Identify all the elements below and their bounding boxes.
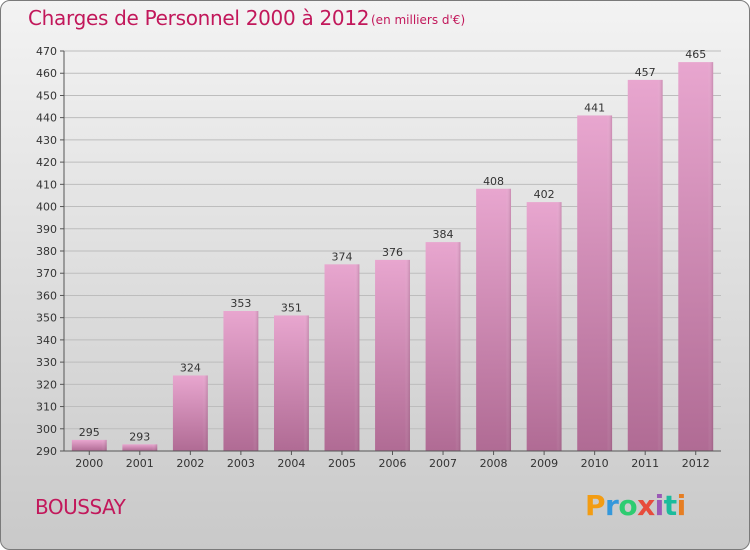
y-tick-label: 450 bbox=[36, 89, 57, 102]
data-label: 374 bbox=[331, 250, 352, 263]
x-tick-label: 2006 bbox=[379, 457, 407, 470]
y-tick-label: 460 bbox=[36, 67, 57, 80]
data-label: 295 bbox=[79, 426, 100, 439]
y-axis: 290 300 310 320 330 340 350 360 370 380 390 400 410 4… bbox=[36, 45, 65, 458]
logo-letter: P bbox=[585, 489, 606, 522]
bar-shading bbox=[172, 375, 208, 451]
y-tick-label: 430 bbox=[36, 134, 57, 147]
x-tick-label: 2003 bbox=[227, 457, 255, 470]
y-tick-label: 400 bbox=[36, 201, 57, 214]
proxiti-logo: Proxiti bbox=[585, 489, 686, 522]
data-label: 408 bbox=[483, 175, 504, 188]
x-tick-label: 2002 bbox=[176, 457, 204, 470]
y-tick-label: 410 bbox=[36, 178, 57, 191]
y-tick-label: 340 bbox=[36, 334, 57, 347]
y-tick-label: 380 bbox=[36, 245, 57, 258]
logo-letter: t bbox=[663, 489, 677, 522]
bar-shading bbox=[223, 311, 259, 451]
bar-shading bbox=[375, 259, 410, 451]
bar-shading bbox=[627, 79, 663, 451]
y-tick-label: 320 bbox=[36, 378, 57, 391]
y-tick-label: 330 bbox=[36, 356, 57, 369]
x-tick-label: 2007 bbox=[429, 457, 457, 470]
logo-letter: i bbox=[676, 489, 687, 522]
y-tick-label: 470 bbox=[36, 45, 57, 58]
y-tick-label: 440 bbox=[36, 112, 57, 125]
y-tick-label: 420 bbox=[36, 156, 57, 169]
logo-letter: o bbox=[618, 489, 638, 522]
x-tick-label: 2009 bbox=[530, 457, 558, 470]
bar-shading bbox=[71, 439, 107, 451]
y-tick-label: 300 bbox=[36, 423, 57, 436]
data-label: 384 bbox=[433, 228, 454, 241]
bar-shading bbox=[678, 62, 714, 451]
bars: 295 293 324 353 351 374 376 384 408 402 441 457 465 bbox=[71, 48, 714, 451]
bar-shading bbox=[122, 444, 158, 451]
data-label: 351 bbox=[281, 301, 302, 314]
data-label: 293 bbox=[129, 430, 150, 443]
x-tick-label: 2011 bbox=[631, 457, 659, 470]
commune-name: BOUSSAY bbox=[35, 495, 126, 519]
bar-shading bbox=[425, 242, 461, 451]
logo-letter: x bbox=[637, 489, 655, 522]
y-tick-label: 370 bbox=[36, 267, 57, 280]
y-tick-label: 290 bbox=[36, 445, 57, 458]
x-axis: 2000 2001 2002 2003 2004 2005 2006 2007 2008 2009… bbox=[64, 450, 721, 470]
data-label: 376 bbox=[382, 246, 403, 259]
data-label: 441 bbox=[584, 101, 605, 114]
y-tick-label: 310 bbox=[36, 401, 57, 414]
x-tick-label: 2000 bbox=[75, 457, 103, 470]
logo-letter: r bbox=[605, 489, 619, 522]
bar-shading bbox=[324, 264, 360, 451]
bar-shading bbox=[526, 202, 562, 451]
data-label: 324 bbox=[180, 361, 201, 374]
chart-subtitle: (en milliers d'€) bbox=[371, 13, 466, 27]
bar-shading bbox=[476, 188, 512, 451]
y-tick-label: 390 bbox=[36, 223, 57, 236]
data-label: 465 bbox=[685, 48, 706, 61]
data-label: 402 bbox=[534, 188, 555, 201]
x-tick-label: 2005 bbox=[328, 457, 356, 470]
chart-title: Charges de Personnel 2000 à 2012 bbox=[28, 6, 370, 30]
y-tick-label: 360 bbox=[36, 289, 57, 302]
logo-letter: i bbox=[654, 489, 665, 522]
data-label: 457 bbox=[635, 66, 656, 79]
bar-shading bbox=[577, 115, 613, 451]
data-label: 353 bbox=[230, 297, 251, 310]
x-tick-label: 2001 bbox=[126, 457, 154, 470]
x-tick-label: 2004 bbox=[277, 457, 305, 470]
x-tick-label: 2008 bbox=[480, 457, 508, 470]
x-tick-label: 2012 bbox=[682, 457, 710, 470]
x-tick-label: 2010 bbox=[581, 457, 609, 470]
bar-shading bbox=[273, 315, 309, 451]
y-tick-label: 350 bbox=[36, 312, 57, 325]
